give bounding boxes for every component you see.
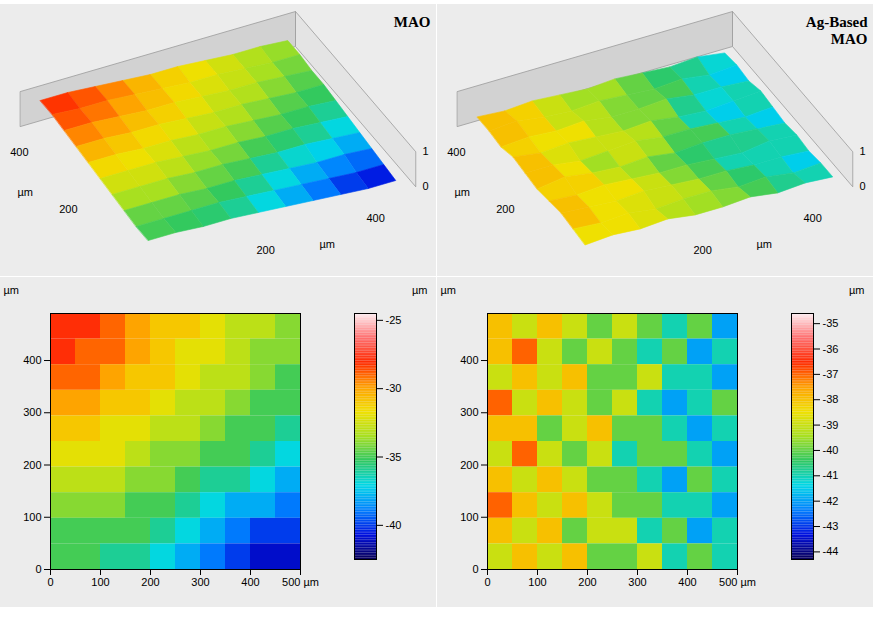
svg-text:MAO: MAO: [394, 14, 431, 30]
svg-text:400: 400: [10, 146, 28, 158]
svg-text:-44: -44: [823, 545, 839, 557]
svg-text:200: 200: [578, 576, 596, 588]
svg-text:200: 200: [460, 459, 478, 471]
svg-text:300: 300: [628, 576, 646, 588]
svg-text:400: 400: [367, 212, 385, 224]
svg-text:200: 200: [59, 203, 77, 215]
svg-text:100: 100: [23, 511, 41, 523]
svg-text:-39: -39: [823, 419, 839, 431]
svg-text:-40: -40: [823, 444, 839, 456]
svg-text:µm: µm: [849, 284, 865, 296]
svg-text:0: 0: [423, 180, 429, 192]
svg-text:100: 100: [528, 576, 546, 588]
svg-text:300: 300: [23, 406, 41, 418]
svg-text:200: 200: [257, 244, 275, 256]
svg-text:1: 1: [860, 145, 866, 157]
svg-text:0: 0: [35, 563, 41, 575]
svg-text:-36: -36: [823, 343, 839, 355]
svg-text:200: 200: [23, 459, 41, 471]
svg-text:200: 200: [141, 576, 159, 588]
svg-text:-35: -35: [386, 451, 402, 463]
svg-text:µm: µm: [4, 284, 20, 296]
svg-text:Ag-Based: Ag-Based: [806, 14, 868, 30]
svg-text:200: 200: [496, 203, 514, 215]
svg-text:µm: µm: [412, 284, 428, 296]
svg-text:1: 1: [423, 145, 429, 157]
svg-text:µm: µm: [18, 186, 34, 198]
svg-text:400: 400: [447, 146, 465, 158]
svg-text:-43: -43: [823, 520, 839, 532]
svg-text:-41: -41: [823, 469, 839, 481]
svg-text:0: 0: [47, 576, 53, 588]
svg-text:µm: µm: [455, 186, 471, 198]
svg-text:µm: µm: [757, 238, 773, 250]
svg-text:MAO: MAO: [831, 31, 868, 47]
svg-text:400: 400: [804, 212, 822, 224]
svg-text:300: 300: [191, 576, 209, 588]
svg-text:0: 0: [860, 180, 866, 192]
svg-text:300: 300: [460, 406, 478, 418]
svg-text:400: 400: [460, 354, 478, 366]
svg-text:-35: -35: [823, 317, 839, 329]
svg-text:100: 100: [91, 576, 109, 588]
svg-text:-25: -25: [386, 314, 402, 326]
svg-text:-42: -42: [823, 495, 839, 507]
svg-text:500 µm: 500 µm: [719, 576, 756, 588]
svg-text:µm: µm: [320, 238, 336, 250]
svg-text:-40: -40: [386, 519, 402, 531]
svg-text:-37: -37: [823, 368, 839, 380]
svg-text:-38: -38: [823, 393, 839, 405]
svg-text:200: 200: [694, 244, 712, 256]
svg-text:µm: µm: [441, 284, 457, 296]
svg-text:100: 100: [460, 511, 478, 523]
svg-text:0: 0: [484, 576, 490, 588]
svg-text:-30: -30: [386, 382, 402, 394]
svg-text:400: 400: [23, 354, 41, 366]
svg-text:400: 400: [241, 576, 259, 588]
svg-text:500 µm: 500 µm: [282, 576, 319, 588]
svg-text:400: 400: [678, 576, 696, 588]
svg-text:0: 0: [472, 563, 478, 575]
